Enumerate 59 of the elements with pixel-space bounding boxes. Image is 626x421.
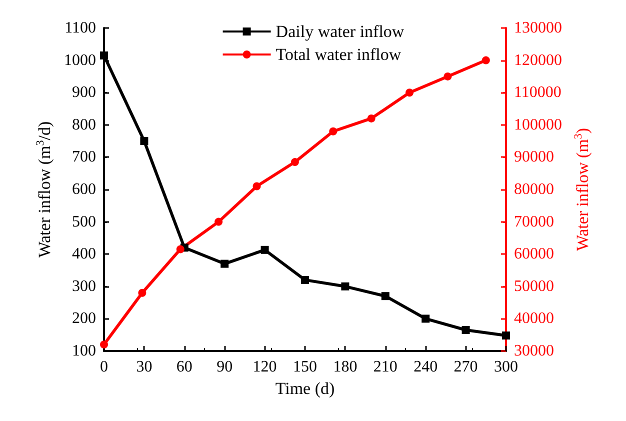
y2-tick-label: 60000 bbox=[514, 246, 554, 263]
point bbox=[341, 282, 350, 290]
point bbox=[367, 114, 376, 122]
point bbox=[502, 331, 510, 340]
y2-tick-label: 40000 bbox=[514, 310, 554, 328]
point bbox=[176, 245, 184, 254]
x-tick-label: 180 bbox=[333, 358, 358, 376]
point bbox=[301, 276, 309, 284]
y2-tick-label: 80000 bbox=[514, 181, 554, 198]
y-axis-title: Water inflow (m3/d) bbox=[34, 121, 54, 258]
point bbox=[260, 246, 269, 254]
y-tick-label: 500 bbox=[72, 213, 96, 230]
point bbox=[444, 72, 452, 80]
y2-axis-title: Water inflow (m3) bbox=[572, 128, 592, 252]
y2-tick-label: 110000 bbox=[514, 84, 562, 102]
point bbox=[140, 137, 148, 146]
point bbox=[482, 56, 490, 64]
y2-tick-label: 70000 bbox=[514, 213, 554, 230]
y2-tick-label: 50000 bbox=[514, 278, 554, 295]
y-tick-label: 1100 bbox=[64, 20, 96, 36]
point bbox=[422, 314, 430, 323]
x-tick-label: 270 bbox=[454, 358, 478, 376]
y-tick-label: 100 bbox=[72, 342, 96, 360]
x-tick-label: 120 bbox=[252, 358, 277, 376]
point bbox=[100, 51, 108, 60]
x-tick-label: 30 bbox=[136, 358, 152, 376]
point bbox=[252, 182, 261, 190]
y2-tick-label: 120000 bbox=[514, 52, 562, 69]
point bbox=[329, 127, 338, 136]
y-tick-label: 700 bbox=[72, 148, 96, 166]
legend-label: Daily water inflow bbox=[276, 22, 405, 41]
point bbox=[290, 158, 299, 166]
y2-tick-label: 30000 bbox=[514, 342, 554, 360]
y2-tick-label: 90000 bbox=[514, 148, 554, 166]
x-tick-label: 300 bbox=[494, 358, 518, 376]
x-tick-label: 90 bbox=[216, 358, 233, 376]
point bbox=[138, 288, 146, 297]
y2-tick-label: 100000 bbox=[514, 116, 562, 134]
y-tick-label: 200 bbox=[72, 310, 96, 328]
y-tick-label: 300 bbox=[72, 278, 96, 295]
x-tick-label: 210 bbox=[373, 358, 398, 376]
point bbox=[100, 340, 108, 349]
legend-label: Total water inflow bbox=[276, 45, 402, 64]
point bbox=[214, 218, 223, 226]
y-tick-label: 900 bbox=[72, 84, 96, 102]
point bbox=[406, 88, 414, 97]
x-tick-label: 150 bbox=[293, 358, 317, 376]
y-tick-label: 800 bbox=[72, 116, 96, 134]
y-tick-label: 1000 bbox=[64, 52, 96, 69]
x-tick-label: 0 bbox=[100, 358, 108, 376]
point bbox=[462, 326, 470, 334]
point bbox=[220, 260, 229, 268]
x-axis-title: Time (d) bbox=[275, 378, 335, 398]
y-tick-label: 600 bbox=[72, 181, 96, 198]
y2-tick-label: 130000 bbox=[514, 20, 562, 36]
point bbox=[381, 292, 390, 300]
y-tick-label: 400 bbox=[72, 246, 96, 263]
x-tick-label: 240 bbox=[414, 358, 438, 376]
x-tick-label: 60 bbox=[176, 358, 192, 376]
